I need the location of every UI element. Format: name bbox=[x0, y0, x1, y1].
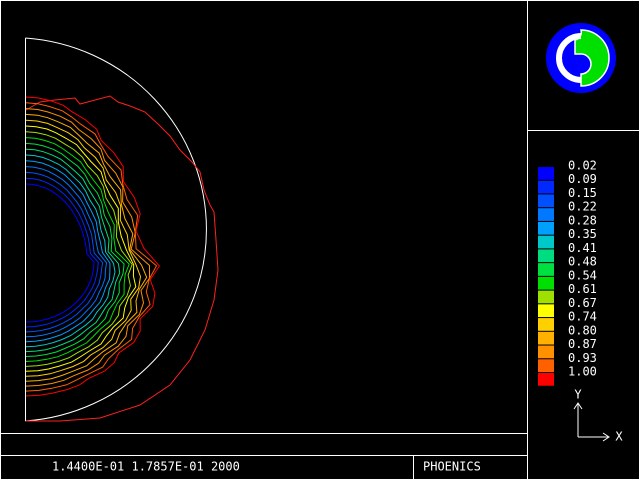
legend-swatch bbox=[538, 167, 554, 180]
legend-swatch bbox=[538, 276, 554, 290]
legend-swatch bbox=[538, 318, 554, 331]
legend-swatch bbox=[538, 180, 554, 194]
contour-line bbox=[25, 102, 158, 392]
contour-line bbox=[25, 148, 121, 353]
contour-line bbox=[25, 108, 150, 387]
legend-swatch bbox=[538, 235, 554, 249]
contour-line bbox=[25, 137, 130, 362]
legend-label: 0.80 bbox=[568, 323, 597, 337]
contour-line bbox=[25, 125, 137, 372]
y-axis-label: Y bbox=[574, 388, 582, 402]
legend-label: 0.02 bbox=[568, 159, 597, 173]
contour-line bbox=[25, 177, 99, 328]
contour-line bbox=[25, 131, 133, 367]
legend-label: 0.22 bbox=[568, 200, 597, 214]
x-arrowhead bbox=[602, 432, 610, 442]
legend-label: 0.61 bbox=[568, 282, 597, 296]
logo-shape bbox=[574, 29, 610, 87]
legend-label: 0.67 bbox=[568, 296, 597, 310]
contour-plot bbox=[25, 37, 219, 422]
legend-label: 0.15 bbox=[568, 186, 597, 200]
logo-shape bbox=[556, 33, 582, 83]
legend-swatch bbox=[538, 345, 554, 359]
legend-label: 0.48 bbox=[568, 255, 597, 269]
contour-line bbox=[25, 183, 95, 323]
legend-swatch bbox=[538, 359, 554, 372]
legend-label: 0.09 bbox=[568, 172, 597, 186]
axes-icon: Y X bbox=[573, 388, 623, 444]
contour-line bbox=[25, 113, 148, 382]
program-name: PHOENICS bbox=[423, 460, 481, 474]
legend-label: 0.41 bbox=[568, 241, 597, 255]
y-arrowhead bbox=[573, 402, 583, 410]
status-text: 1.4400E-01 1.7857E-01 2000 bbox=[52, 460, 240, 474]
legend-label: 0.93 bbox=[568, 351, 597, 365]
contour-line bbox=[25, 119, 142, 377]
legend-label: 1.00 bbox=[568, 365, 597, 379]
legend-swatch bbox=[538, 331, 554, 345]
legend: 0.020.090.150.220.280.350.410.480.540.61… bbox=[538, 159, 597, 386]
legend-swatch bbox=[538, 249, 554, 263]
legend-swatch bbox=[538, 194, 554, 208]
legend-swatch bbox=[538, 373, 554, 386]
contour-line bbox=[25, 166, 108, 338]
legend-swatch bbox=[538, 221, 554, 235]
contour-line bbox=[25, 171, 104, 333]
legend-swatch bbox=[538, 290, 554, 304]
legend-label: 0.35 bbox=[568, 227, 597, 241]
domain-boundary bbox=[25, 37, 207, 422]
legend-swatch bbox=[538, 263, 554, 276]
logo bbox=[546, 23, 616, 93]
contour-line bbox=[25, 96, 161, 397]
legend-swatch bbox=[538, 208, 554, 221]
legend-label: 0.28 bbox=[568, 213, 597, 227]
legend-swatch bbox=[538, 304, 554, 318]
contour-line bbox=[25, 142, 125, 357]
contour-line bbox=[25, 154, 116, 348]
legend-label: 0.74 bbox=[568, 310, 597, 324]
contour-line bbox=[25, 160, 111, 343]
x-axis-label: X bbox=[615, 430, 623, 444]
legend-label: 0.87 bbox=[568, 337, 597, 351]
contour-line bbox=[25, 95, 219, 422]
legend-label: 0.54 bbox=[568, 268, 597, 282]
